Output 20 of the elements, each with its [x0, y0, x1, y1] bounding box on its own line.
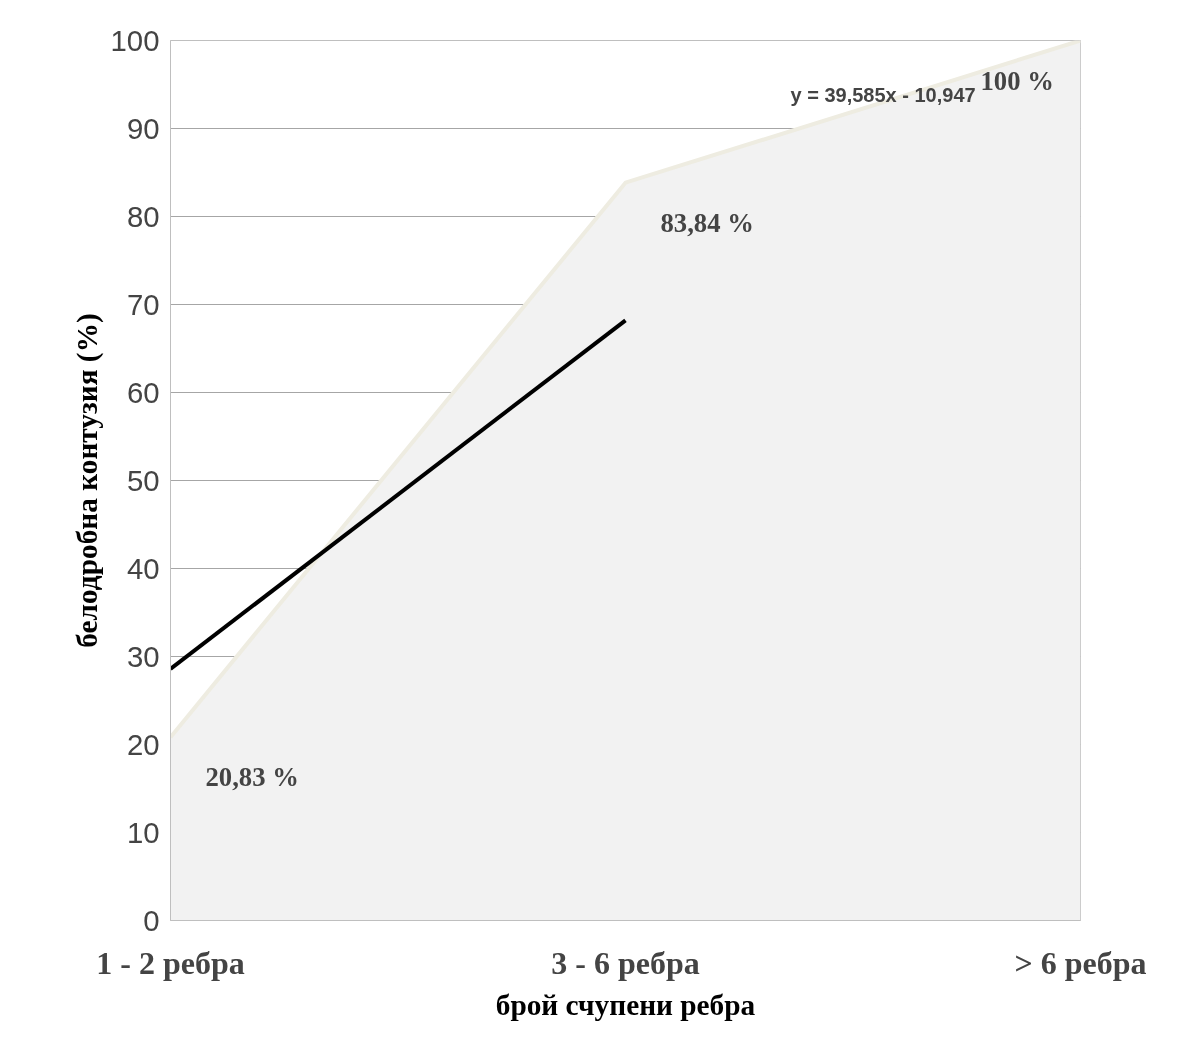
data-label: 20,83 % [205, 762, 299, 793]
annotation: y = 39,585x - 10,947 [790, 83, 976, 106]
data-label: 83,84 % [660, 207, 754, 238]
y-tick-label: 20 [126, 727, 160, 761]
y-tick-label: 10 [126, 815, 160, 849]
y-tick-label: 40 [126, 551, 160, 585]
y-tick-label: 100 [110, 23, 160, 57]
x-axis-title: брой счупени ребра [495, 988, 756, 1021]
y-tick-label: 80 [126, 199, 160, 233]
x-tick-label: > 6 ребра [1014, 944, 1147, 981]
x-tick-label: 1 - 2 ребра [96, 944, 245, 981]
y-tick-label: 0 [143, 903, 160, 937]
y-axis-title: белодробна контузия (%) [70, 313, 104, 648]
y-tick-label: 60 [126, 375, 160, 409]
x-tick-label: 3 - 6 ребра [551, 944, 700, 981]
y-tick-label: 30 [126, 639, 160, 673]
y-tick-label: 70 [126, 287, 160, 321]
y-tick-label: 90 [126, 111, 160, 145]
data-label: 100 % [980, 65, 1054, 96]
y-tick-label: 50 [126, 463, 160, 497]
